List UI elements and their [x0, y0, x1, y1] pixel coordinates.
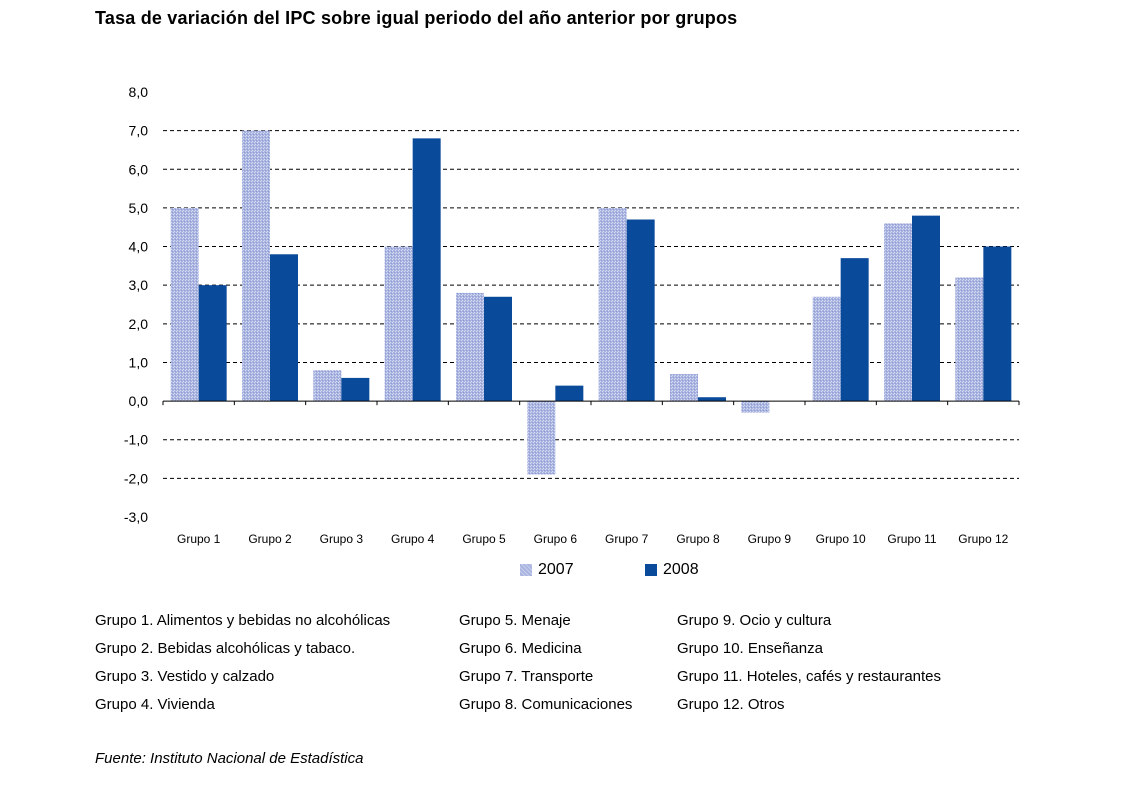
bar-2007-grupo-9	[741, 401, 770, 413]
note-grupo-11: Grupo 11. Hoteles, cafés y restaurantes	[677, 668, 942, 685]
y-tick-label: 2,0	[129, 316, 149, 332]
x-tick-label: Grupo 9	[748, 532, 792, 546]
y-tick-label: -1,0	[124, 432, 148, 448]
legend-swatch-2007	[520, 564, 532, 576]
x-tick-label: Grupo 7	[605, 532, 649, 546]
bar-2008-grupo-12	[983, 246, 1012, 402]
bar-2008-grupo-4	[412, 138, 441, 402]
bar-2007-grupo-4	[384, 246, 413, 402]
legend-label-2007: 2007	[538, 561, 574, 578]
note-grupo-8: Grupo 8. Comunicaciones	[459, 696, 633, 713]
x-tick-label: Grupo 11	[887, 532, 936, 546]
legend-label-2008: 2008	[663, 561, 699, 578]
note-grupo-12: Grupo 12. Otros	[677, 696, 785, 713]
note-grupo-10: Grupo 10. Enseñanza	[677, 640, 823, 657]
bar-2007-grupo-5	[456, 292, 484, 402]
note-grupo-6: Grupo 6. Medicina	[459, 640, 582, 657]
y-tick-label: 0,0	[129, 393, 149, 409]
legend-swatch-2008	[645, 564, 657, 576]
x-tick-labels: Grupo 1 Grupo 2 Grupo 3 Grupo 4 Grupo 5 Grupo…	[177, 532, 1009, 546]
legend-item-2008: 2008	[645, 561, 699, 579]
bar-2008-grupo-1	[198, 285, 227, 402]
bar-2007-grupo-12	[955, 277, 984, 402]
bar-2007-grupo-8	[670, 374, 698, 402]
x-tick-label: Grupo 10	[816, 532, 866, 546]
chart-title: Tasa de variación del IPC sobre igual pe…	[95, 8, 738, 28]
x-tick-label: Grupo 2	[248, 532, 292, 546]
bar-2007-grupo-3	[313, 370, 342, 402]
notes-column-2: Grupo 5. Menaje Grupo 6. Medicina Grupo …	[459, 611, 632, 723]
bar-2008-grupo-8	[698, 397, 726, 402]
bar-2008-grupo-3	[341, 377, 370, 402]
bar-2007-grupo-7	[598, 207, 627, 402]
bar-2008-grupo-5	[484, 296, 512, 402]
y-tick-label: 3,0	[129, 277, 149, 293]
y-tick-label: 7,0	[129, 123, 149, 139]
bar-2007-grupo-11	[884, 223, 912, 402]
bar-2008-grupo-11	[912, 215, 940, 402]
y-tick-label: 1,0	[129, 354, 149, 370]
x-tick-label: Grupo 6	[534, 532, 578, 546]
gridlines	[163, 130, 1019, 479]
source-note: Fuente: Instituto Nacional de Estadístic…	[95, 750, 364, 767]
note-grupo-4: Grupo 4. Vivienda	[95, 696, 215, 713]
notes-column-1: Grupo 1. Alimentos y bebidas no alcohóli…	[95, 611, 390, 723]
bar-2007-grupo-1	[170, 207, 199, 402]
x-tick-label: Grupo 12	[958, 532, 1008, 546]
note-grupo-7: Grupo 7. Transporte	[459, 668, 594, 685]
bar-2007-grupo-6	[527, 401, 556, 475]
y-tick-label: 5,0	[129, 200, 149, 216]
note-grupo-3: Grupo 3. Vestido y calzado	[95, 668, 275, 685]
y-tick-label: -3,0	[124, 509, 148, 525]
notes-column-3: Grupo 9. Ocio y cultura Grupo 10. Enseña…	[677, 611, 941, 723]
bar-2008-grupo-10	[840, 258, 869, 402]
note-grupo-5: Grupo 5. Menaje	[459, 612, 571, 629]
legend-item-2007: 2007	[520, 561, 574, 579]
y-tick-labels: 8,0 7,0 6,0 5,0 4,0 3,0 2,0 1,0 0,0 -1,0 -2,0 -3,0	[124, 84, 148, 525]
x-tick-label: Grupo 4	[391, 532, 435, 546]
note-grupo-9: Grupo 9. Ocio y cultura	[677, 612, 832, 629]
bar-2008-grupo-7	[626, 219, 655, 402]
x-tick-label: Grupo 8	[676, 532, 720, 546]
x-tick-label: Grupo 3	[320, 532, 364, 546]
axes	[162, 400, 1020, 406]
bars	[170, 130, 1012, 475]
x-tick-label: Grupo 1	[177, 532, 221, 546]
bar-chart: 8,07,06,05,04,03,02,01,00,0-1,0-2,0-3,0 …	[124, 84, 1020, 546]
bar-2007-grupo-2	[242, 130, 270, 402]
legend: 2007 2008	[0, 561, 1127, 583]
y-tick-label: -2,0	[124, 470, 148, 486]
y-tick-label: 8,0	[129, 84, 149, 100]
bar-2008-grupo-2	[270, 254, 298, 402]
note-grupo-1: Grupo 1. Alimentos y bebidas no alcohóli…	[95, 612, 391, 629]
bar-2008-grupo-6	[555, 385, 584, 402]
note-grupo-2: Grupo 2. Bebidas alcohólicas y tabaco.	[95, 640, 356, 657]
y-tick-label: 4,0	[129, 239, 149, 255]
y-tick-label: 6,0	[129, 161, 149, 177]
x-tick-label: Grupo 5	[462, 532, 506, 546]
bar-2007-grupo-10	[812, 296, 841, 402]
